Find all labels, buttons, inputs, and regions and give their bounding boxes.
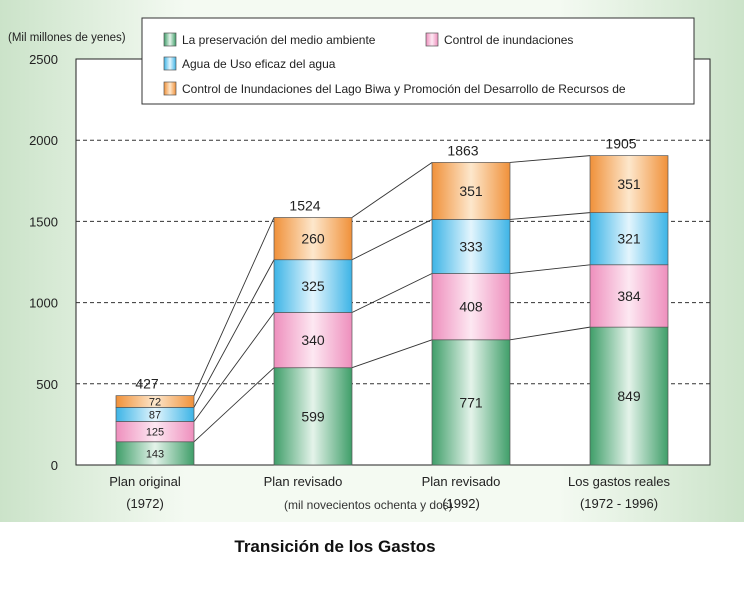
bar-segment bbox=[273, 367, 353, 466]
connector-line bbox=[351, 273, 433, 313]
connector-line bbox=[193, 259, 275, 408]
bar-segment bbox=[589, 326, 669, 466]
legend-label: Agua de Uso eficaz del agua bbox=[182, 57, 336, 71]
bar-segment-label: 260 bbox=[301, 231, 325, 247]
bar-segment-label: 351 bbox=[617, 176, 641, 192]
bar-segment-label: 408 bbox=[459, 299, 483, 315]
bar-segment bbox=[431, 273, 511, 341]
x-category-sublabel: (1992) bbox=[442, 496, 480, 511]
bar-segment bbox=[589, 264, 669, 328]
x-category-sublabel: (1972) bbox=[126, 496, 164, 511]
y-tick-label: 2500 bbox=[29, 52, 58, 67]
connector-line bbox=[509, 155, 591, 163]
segment-connectors bbox=[193, 155, 591, 443]
bar-segment-label: 125 bbox=[146, 427, 164, 439]
connector-line bbox=[193, 367, 275, 443]
bar-segment bbox=[273, 259, 353, 313]
bar-segment-label: 321 bbox=[617, 231, 641, 247]
y-tick-label: 1500 bbox=[29, 214, 58, 229]
y-tick-label: 2000 bbox=[29, 133, 58, 148]
y-tick-label: 1000 bbox=[29, 296, 58, 311]
x-category-sublabel: (1972 - 1996) bbox=[580, 496, 658, 511]
legend: La preservación del medio ambiente Contro… bbox=[141, 17, 695, 105]
x-category-label: Plan original bbox=[109, 474, 181, 489]
bar-segment bbox=[431, 162, 511, 220]
bar-total-label: 1905 bbox=[605, 136, 636, 152]
connector-line bbox=[509, 212, 591, 220]
connector-line bbox=[193, 217, 275, 396]
x-category-label: Los gastos reales bbox=[568, 474, 670, 489]
legend-swatch bbox=[163, 32, 177, 47]
y-axis-ticks: 0 500 1000 1500 2000 2500 bbox=[29, 52, 58, 473]
legend-swatch bbox=[163, 81, 177, 96]
bar-totals: 427 1524 1863 1905 bbox=[135, 136, 636, 392]
bar-segment bbox=[115, 395, 195, 408]
bar-segment-label: 351 bbox=[459, 183, 483, 199]
bar-segment-label: 849 bbox=[617, 388, 641, 404]
overlay-note: (mil novecientos ochenta y dos) bbox=[284, 498, 453, 512]
x-category-label: Plan revisado bbox=[264, 474, 343, 489]
bar-total-label: 427 bbox=[135, 376, 159, 392]
connector-line bbox=[351, 339, 433, 369]
bar-segment-label: 771 bbox=[459, 394, 483, 410]
bar-total-label: 1524 bbox=[289, 198, 320, 214]
connector-line bbox=[509, 326, 591, 341]
legend-swatch bbox=[163, 56, 177, 71]
bar-segment bbox=[589, 212, 669, 266]
bar-total-label: 1863 bbox=[447, 142, 478, 158]
y-tick-label: 0 bbox=[51, 458, 58, 473]
bar-segment-label: 325 bbox=[301, 278, 325, 294]
bar-segment-label: 384 bbox=[617, 288, 641, 304]
y-tick-label: 500 bbox=[36, 377, 58, 392]
chart-title: Transición de los Gastos bbox=[234, 537, 435, 556]
bar-segment-label: 340 bbox=[301, 332, 325, 348]
x-category-label: Plan revisado bbox=[422, 474, 501, 489]
bar-segment-label: 599 bbox=[301, 408, 325, 424]
x-axis-labels: Plan original (1972) Plan revisado Plan rev… bbox=[109, 474, 670, 511]
bar-segment bbox=[273, 312, 353, 369]
connector-line bbox=[193, 312, 275, 422]
legend-label: Control de inundaciones bbox=[444, 33, 573, 47]
legend-box bbox=[141, 17, 695, 105]
bar-segment-label: 333 bbox=[459, 238, 483, 254]
bar-segment-label: 72 bbox=[149, 397, 161, 409]
legend-label: La preservación del medio ambiente bbox=[182, 33, 376, 47]
legend-label: Control de Inundaciones del Lago Biwa y … bbox=[182, 82, 626, 96]
connector-line bbox=[351, 162, 433, 218]
bar-segment bbox=[431, 339, 511, 466]
bar-segment-label: 143 bbox=[146, 448, 164, 460]
connector-line bbox=[351, 219, 433, 261]
legend-swatch bbox=[425, 32, 439, 47]
bar-segment bbox=[589, 155, 669, 213]
bar-segment bbox=[273, 217, 353, 261]
bar-segment bbox=[431, 219, 511, 274]
connector-line bbox=[509, 264, 591, 274]
bar-segment-label: 87 bbox=[149, 409, 161, 421]
y-axis-title: (Mil millones de yenes) bbox=[8, 32, 126, 44]
